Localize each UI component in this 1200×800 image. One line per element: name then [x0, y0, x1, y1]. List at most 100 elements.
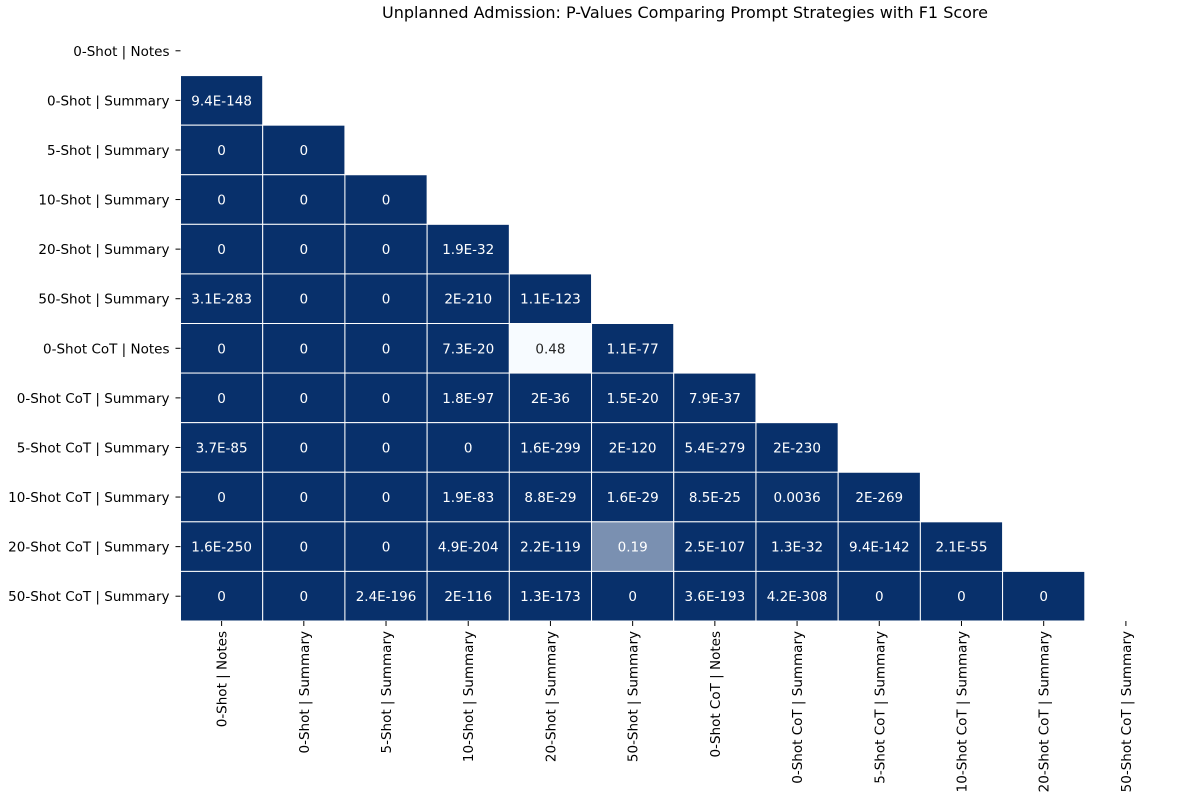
- heatmap-cell-label: 0: [300, 242, 309, 258]
- heatmap-cell-label: 0: [382, 193, 391, 209]
- heatmap-cell-label: 0.48: [535, 341, 565, 357]
- heatmap-cell-label: 2E-36: [531, 391, 570, 407]
- heatmap-cell: [344, 471, 428, 523]
- heatmap-cell: [919, 521, 1004, 572]
- heatmap-cell: [426, 273, 510, 324]
- heatmap-cell-label: 0: [300, 193, 309, 209]
- heatmap-cell: [262, 372, 346, 424]
- heatmap-cells: 9.4E-148 0 0 0 0 0 0 0 0 1.9E-32 3.1E-283 0 0 2E-210 1…: [180, 75, 1086, 622]
- heatmap-cell-label: 0: [300, 440, 309, 456]
- heatmap-cell-label: 1.1E-77: [607, 341, 659, 357]
- heatmap-cell-label: 2.1E-55: [935, 540, 987, 556]
- heatmap-cell-label: 9.4E-142: [849, 540, 910, 556]
- y-tick-label: 0-Shot | Summary: [47, 93, 170, 109]
- heatmap-cell: [755, 521, 839, 572]
- heatmap-cell-label: 1.9E-32: [442, 242, 494, 258]
- x-tick-label: 0-Shot | Notes: [215, 631, 231, 727]
- x-tick-label: 50-Shot CoT | Summary: [1119, 631, 1135, 792]
- y-tick-label: 50-Shot | Summary: [38, 292, 169, 308]
- heatmap-cell: [426, 521, 510, 572]
- x-tick-label: 0-Shot CoT | Summary: [790, 631, 806, 784]
- heatmap-cell-label: 0: [217, 589, 226, 605]
- heatmap-cell-label: 0: [464, 440, 473, 456]
- x-tick-labels: 0-Shot | Notes 0-Shot | Summary 5-Shot | S…: [215, 621, 1135, 792]
- heatmap-cell-label: 0: [217, 490, 226, 506]
- heatmap-cell-label: 1.5E-20: [607, 391, 659, 407]
- heatmap-cell-label: 1.8E-97: [442, 391, 494, 407]
- heatmap-cell-label: 1.6E-299: [520, 440, 581, 456]
- heatmap-cell-label: 5.4E-279: [685, 440, 746, 456]
- y-tick-label: 20-Shot CoT | Summary: [8, 540, 169, 556]
- heatmap-cell: [426, 223, 510, 275]
- heatmap-cell-label: 1.3E-173: [520, 589, 581, 605]
- y-tick-label: 5-Shot CoT | Summary: [17, 440, 170, 456]
- heatmap-cell-label: 0: [1039, 589, 1048, 605]
- heatmap-cell-label: 1.3E-32: [771, 540, 823, 556]
- heatmap-cell: [426, 372, 510, 424]
- heatmap-cell-label: 0: [300, 490, 309, 506]
- heatmap-cell: [591, 521, 675, 572]
- heatmap-cell: [344, 174, 428, 225]
- y-tick-labels: 0-Shot | Notes 0-Shot | Summary 5-Shot | S…: [8, 44, 181, 605]
- heatmap-cell-label: 0: [382, 292, 391, 308]
- heatmap-cell-label: 0: [382, 391, 391, 407]
- heatmap-cell-label: 2E-116: [444, 589, 492, 605]
- heatmap-cell: [180, 372, 264, 424]
- heatmap-cell: [180, 570, 264, 622]
- heatmap-cell: [180, 422, 264, 473]
- heatmap-cell-label: 3.6E-193: [685, 589, 746, 605]
- heatmap-cell-label: 0: [300, 292, 309, 308]
- heatmap-cell-label: 7.3E-20: [442, 341, 494, 357]
- heatmap-cell-label: 0.19: [618, 540, 648, 556]
- heatmap-cell-label: 0: [382, 490, 391, 506]
- heatmap-cell-label: 0: [217, 242, 226, 258]
- x-tick-label: 50-Shot | Summary: [626, 631, 642, 762]
- heatmap-cell-label: 2.2E-119: [520, 540, 581, 556]
- y-tick-label: 10-Shot | Summary: [38, 193, 169, 209]
- heatmap-cell-label: 7.9E-37: [689, 391, 741, 407]
- heatmap-cell: [837, 521, 921, 572]
- heatmap-cell: [591, 570, 675, 622]
- chart-title: Unplanned Admission: P-Values Comparing …: [382, 3, 988, 22]
- heatmap-cell-label: 0: [217, 341, 226, 357]
- heatmap-cell-label: 0: [300, 589, 309, 605]
- heatmap-cell: [180, 124, 264, 176]
- heatmap-cell-label: 0: [300, 540, 309, 556]
- heatmap-cell-label: 0: [300, 143, 309, 159]
- y-tick-label: 50-Shot CoT | Summary: [8, 589, 169, 605]
- x-tick-label: 10-Shot | Summary: [461, 631, 477, 762]
- heatmap-cell-label: 2.5E-107: [685, 540, 746, 556]
- heatmap-cell: [755, 422, 839, 473]
- heatmap-cell: [426, 471, 510, 523]
- heatmap-cell: [508, 521, 593, 572]
- y-tick-label: 10-Shot CoT | Summary: [8, 490, 169, 506]
- heatmap-cell: [426, 323, 510, 374]
- heatmap-cell: [180, 521, 264, 572]
- y-tick-label: 20-Shot | Summary: [38, 242, 169, 258]
- heatmap-cell: [1002, 570, 1086, 622]
- x-tick-label: 0-Shot | Summary: [297, 631, 313, 754]
- heatmap-cell: [673, 471, 757, 523]
- heatmap-cell-label: 2E-120: [609, 440, 657, 456]
- heatmap-cell-label: 3.1E-283: [191, 292, 252, 308]
- heatmap-cell-label: 0: [382, 242, 391, 258]
- heatmap-cell: [262, 223, 346, 275]
- heatmap-cell: [262, 273, 346, 324]
- heatmap-cell: [426, 570, 510, 622]
- heatmap-cell-label: 2E-210: [444, 292, 492, 308]
- heatmap-cell: [591, 323, 675, 374]
- y-tick-label: 0-Shot | Notes: [73, 44, 169, 60]
- heatmap-cell-label: 0: [300, 391, 309, 407]
- heatmap-cell: [180, 471, 264, 523]
- y-tick-label: 0-Shot CoT | Notes: [43, 341, 169, 357]
- heatmap-cell: [591, 471, 675, 523]
- heatmap-cell-label: 0: [217, 391, 226, 407]
- heatmap-cell-label: 2E-269: [855, 490, 903, 506]
- heatmap-cell-label: 2.4E-196: [356, 589, 417, 605]
- heatmap-cell-label: 0: [217, 193, 226, 209]
- heatmap-cell-label: 2E-230: [773, 440, 821, 456]
- heatmap-cell: [673, 372, 757, 424]
- heatmap-cell-label: 0: [382, 540, 391, 556]
- heatmap-cell: [344, 422, 428, 473]
